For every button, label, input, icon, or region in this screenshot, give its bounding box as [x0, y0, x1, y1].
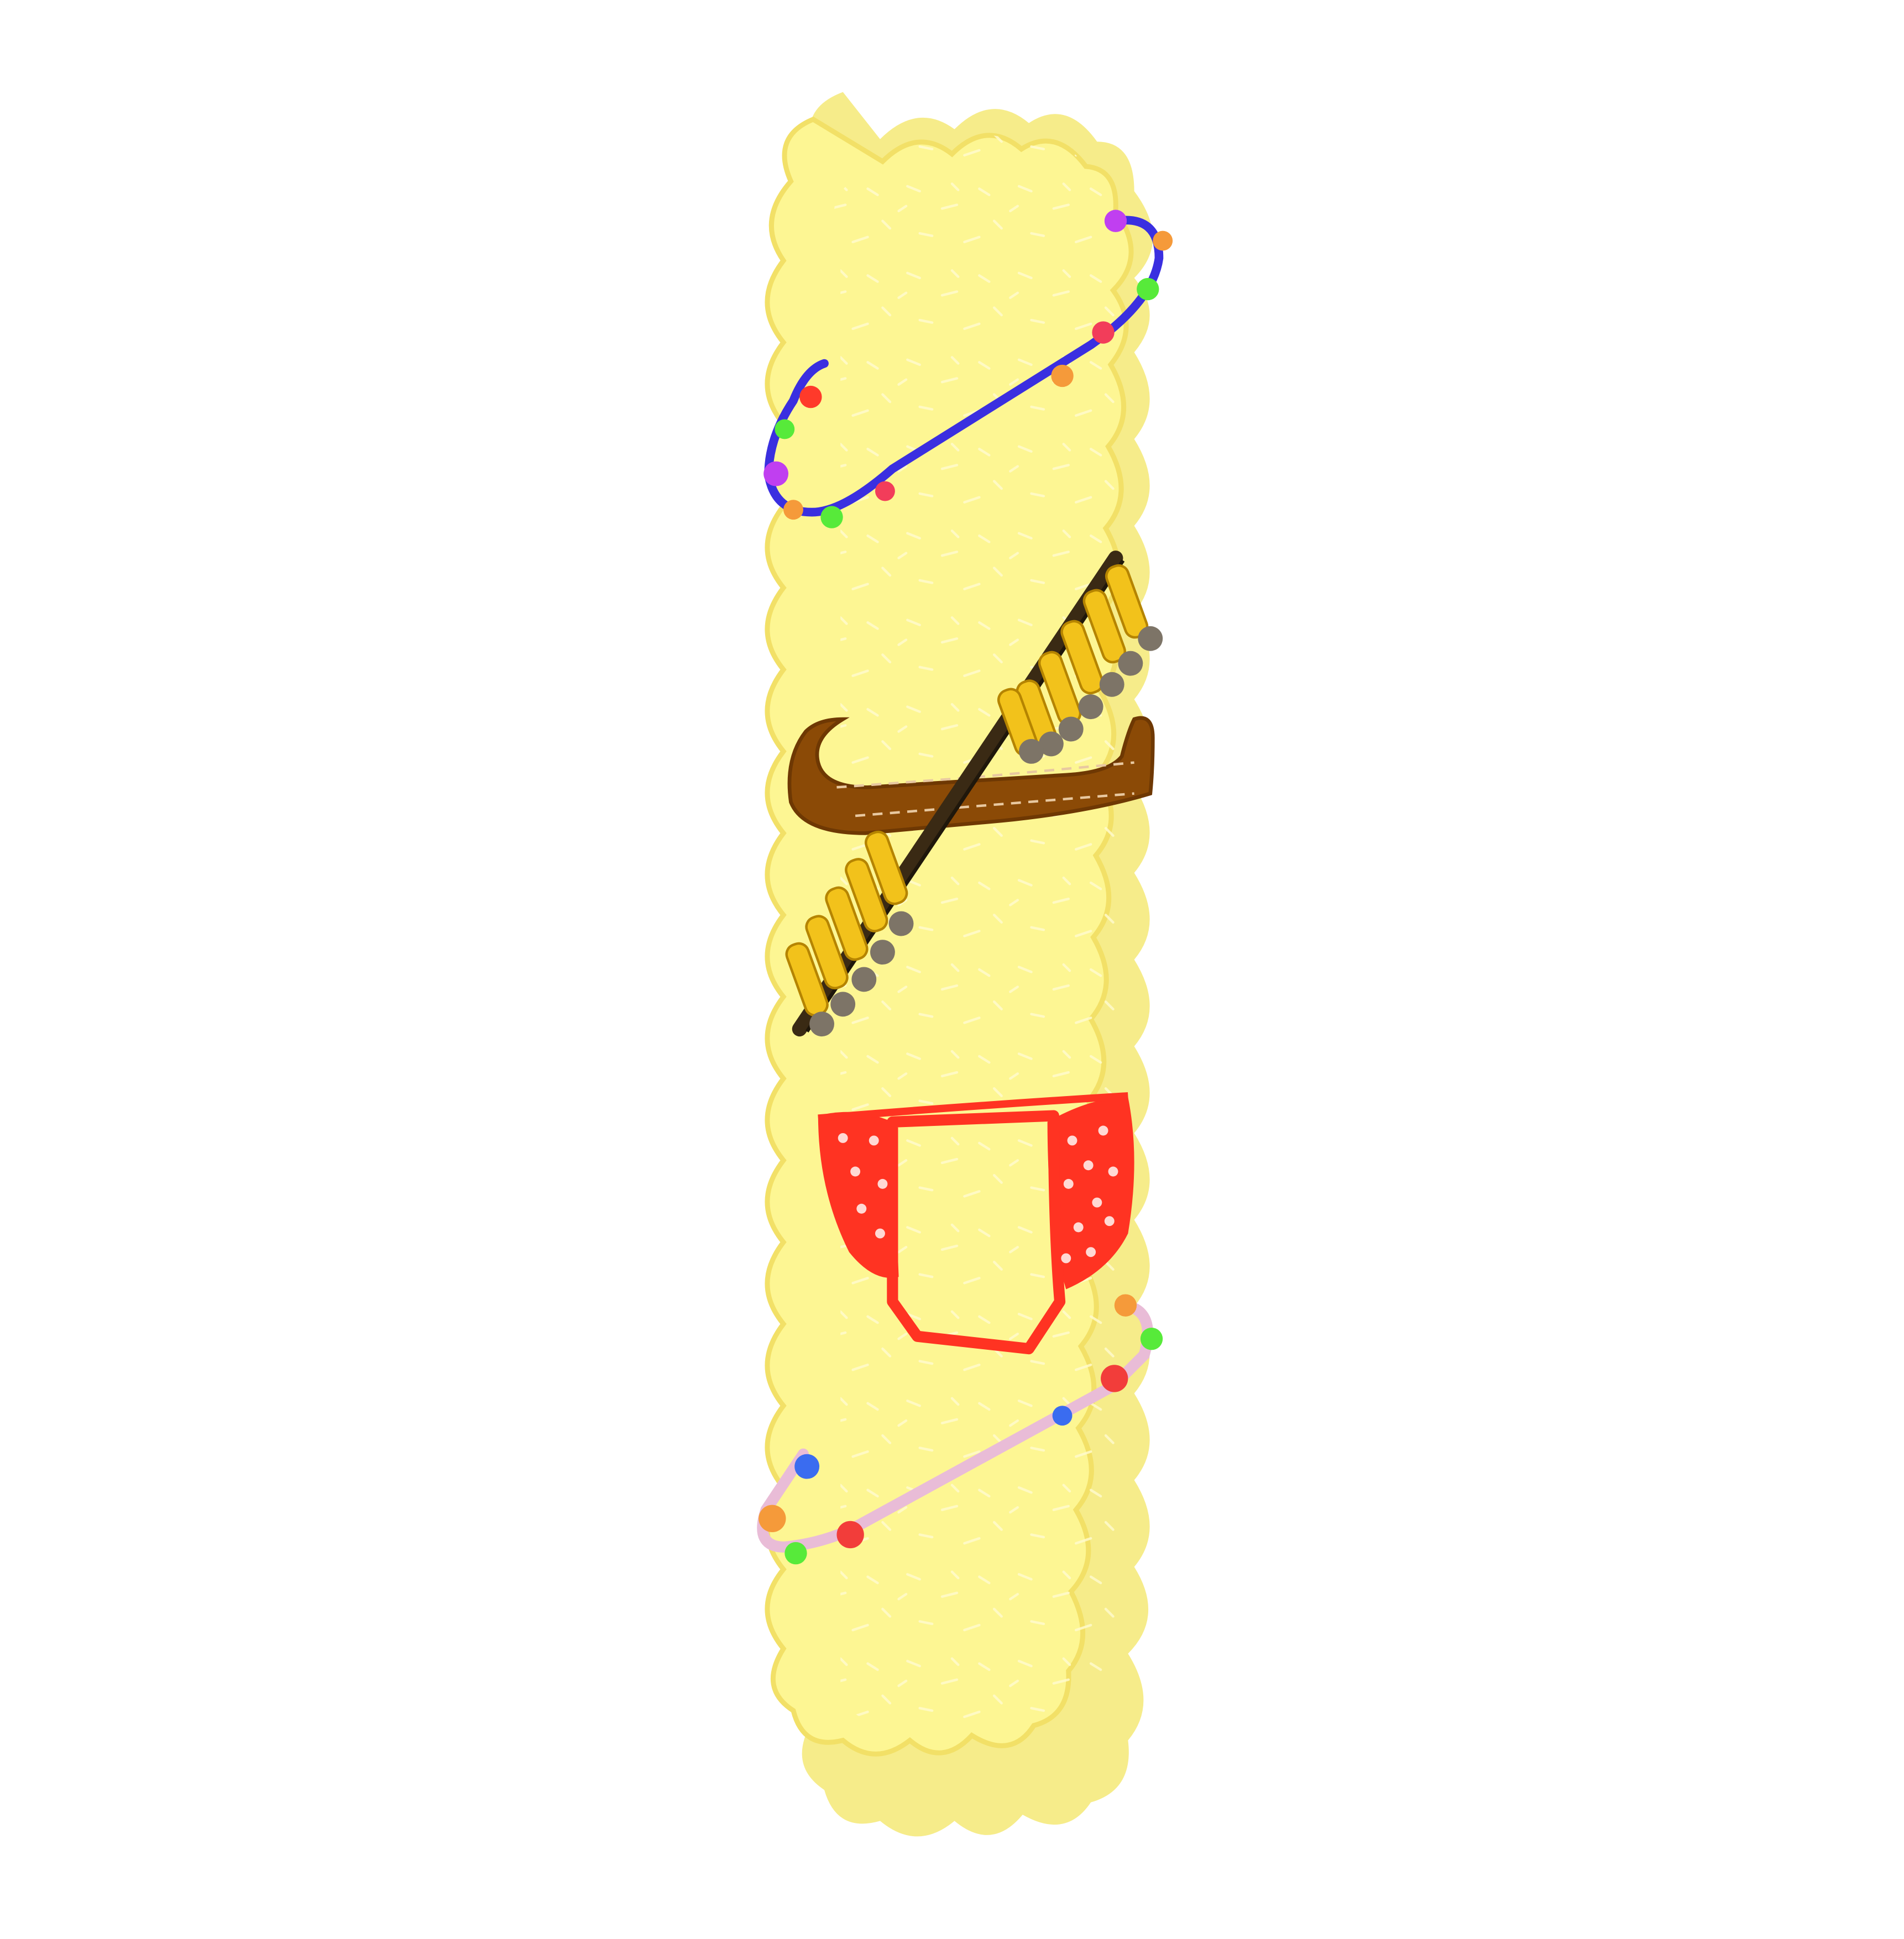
cartridge-row-lower: [785, 830, 914, 1037]
bottom-bracelet-string: [757, 1299, 1153, 1553]
cartridge-cap: [1099, 672, 1124, 697]
bead: [794, 1454, 820, 1479]
cartridge: [1060, 620, 1104, 695]
bead: [820, 506, 843, 528]
bead: [1153, 230, 1173, 251]
belt-band: [787, 716, 1155, 835]
cartridge: [845, 858, 888, 932]
bikini-outline: [887, 1110, 1066, 1355]
bead: [875, 481, 895, 501]
bandolier: [785, 551, 1163, 1037]
letter-i-body: [765, 92, 1153, 1837]
cartridge: [1082, 589, 1126, 664]
cartridge-cap: [830, 992, 856, 1017]
cartridge-row-upper: [997, 564, 1163, 764]
cartridge: [805, 915, 849, 989]
cartridge-cap: [870, 940, 895, 965]
cartridge-cap: [1038, 731, 1064, 757]
bead: [1101, 1365, 1128, 1392]
cartridge-cap: [851, 967, 877, 992]
top-bead-bracelet: [763, 209, 1173, 528]
bead: [1114, 1294, 1137, 1317]
bead: [1052, 1406, 1073, 1426]
bead: [1140, 1327, 1163, 1350]
bead: [784, 1542, 807, 1565]
cartridge-cap: [1078, 694, 1103, 720]
belt-stitching: [855, 792, 1134, 817]
bottom-bead-bracelet: [757, 1294, 1163, 1565]
cartridge-cap: [1019, 738, 1044, 764]
cartridge: [825, 886, 869, 961]
bead: [763, 461, 789, 486]
bead: [759, 1505, 786, 1532]
bikini-polka-dots: [838, 1125, 1118, 1264]
bead: [783, 500, 803, 520]
belt-stitching: [836, 761, 1134, 789]
bead: [1104, 209, 1127, 232]
cartridge-cap: [1058, 716, 1084, 742]
bead: [1051, 364, 1074, 387]
bikini-right-panel: [1047, 1097, 1134, 1290]
body-speckle-texture: [834, 135, 1116, 1732]
cartridge-cap: [809, 1012, 834, 1037]
cartridge: [865, 830, 908, 905]
cartridge-cap: [1118, 651, 1143, 676]
bead: [775, 419, 795, 439]
red-bikini-bottom: [818, 1092, 1134, 1355]
bead: [836, 1521, 864, 1549]
bikini-waistband: [818, 1092, 1128, 1122]
cartridge-cap: [1138, 626, 1163, 651]
bead: [1137, 277, 1159, 301]
brown-belt: [787, 716, 1155, 835]
cartridge-cap: [888, 911, 914, 936]
bead: [799, 385, 822, 408]
bead: [1092, 321, 1115, 344]
